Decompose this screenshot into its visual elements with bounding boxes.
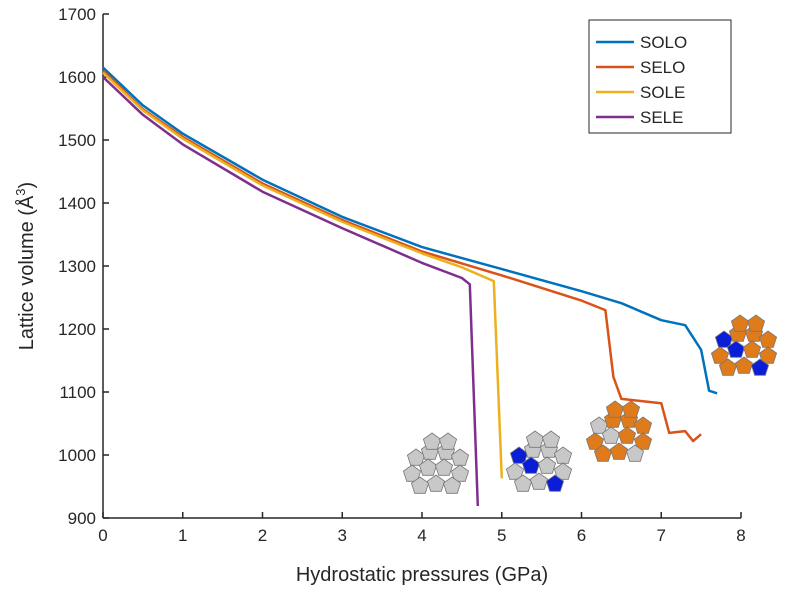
legend: SOLO SELO SOLE SELE bbox=[588, 19, 732, 134]
x-tick-label: 2 bbox=[258, 526, 267, 545]
orange-blue-cluster bbox=[710, 314, 778, 376]
cluster-face bbox=[442, 476, 462, 494]
x-tick-label: 6 bbox=[577, 526, 586, 545]
y-tick-label: 1500 bbox=[58, 131, 96, 150]
cluster-face bbox=[621, 400, 641, 418]
legend-label-sele: SELE bbox=[640, 108, 683, 127]
cluster-face bbox=[410, 476, 430, 494]
series-line-sele bbox=[102, 76, 480, 507]
cluster-face bbox=[402, 464, 422, 482]
cluster-face bbox=[537, 456, 557, 474]
y-tick-label: 1700 bbox=[58, 5, 96, 24]
axes: 0 1 2 3 4 5 6 7 8 900 1000 1100 1200 1300 1400 1500 1600… bbox=[58, 5, 746, 545]
cluster-face bbox=[609, 442, 629, 460]
y-axis-label: Lattice volume (Å3) bbox=[13, 182, 38, 350]
x-tick-label: 1 bbox=[178, 526, 187, 545]
cluster-face bbox=[426, 474, 446, 492]
cluster-face bbox=[545, 474, 565, 492]
cluster-face bbox=[422, 432, 442, 450]
series-line-selo bbox=[102, 69, 702, 443]
legend-label-sole: SOLE bbox=[640, 83, 685, 102]
cluster-face bbox=[438, 432, 458, 450]
cluster-face bbox=[450, 464, 470, 482]
x-axis-label: Hydrostatic pressures (GPa) bbox=[296, 564, 548, 586]
series-line-solo bbox=[102, 66, 718, 395]
cluster-face bbox=[617, 426, 637, 444]
cluster-face bbox=[605, 400, 625, 418]
cluster-face bbox=[718, 358, 738, 376]
series-lines bbox=[102, 66, 718, 507]
cluster-face bbox=[750, 358, 770, 376]
cluster-face bbox=[601, 426, 621, 444]
cluster-face bbox=[633, 432, 653, 450]
legend-box bbox=[588, 19, 732, 134]
grey-cluster bbox=[402, 432, 470, 494]
x-tick-label: 8 bbox=[736, 526, 745, 545]
x-tick-label: 4 bbox=[417, 526, 426, 545]
cluster-face bbox=[734, 356, 754, 374]
cluster-face bbox=[758, 346, 778, 364]
cluster-face bbox=[505, 462, 525, 480]
orange-grey-cluster bbox=[585, 400, 653, 462]
cluster-face bbox=[525, 430, 545, 448]
y-tick-label: 1400 bbox=[58, 194, 96, 213]
cluster-face bbox=[585, 432, 605, 450]
cluster-face bbox=[529, 472, 549, 490]
cluster-face bbox=[521, 456, 541, 474]
cluster-face bbox=[541, 430, 561, 448]
cluster-face bbox=[434, 458, 454, 476]
y-tick-label: 1000 bbox=[58, 446, 96, 465]
cluster-face bbox=[746, 314, 766, 332]
y-tick-label: 1100 bbox=[59, 383, 96, 402]
cluster-face bbox=[418, 458, 438, 476]
cluster-face bbox=[553, 462, 573, 480]
series-line-sole bbox=[102, 71, 504, 479]
legend-label-selo: SELO bbox=[640, 58, 685, 77]
y-tick-label: 900 bbox=[68, 509, 96, 528]
x-tick-label: 7 bbox=[657, 526, 666, 545]
cluster-face bbox=[730, 314, 750, 332]
y-tick-label: 1300 bbox=[58, 257, 96, 276]
x-tick-label: 5 bbox=[497, 526, 506, 545]
cluster-face bbox=[513, 474, 533, 492]
cluster-face bbox=[593, 444, 613, 462]
legend-label-solo: SOLO bbox=[640, 33, 687, 52]
y-tick-label: 1200 bbox=[58, 320, 96, 339]
x-tick-label: 0 bbox=[98, 526, 107, 545]
structure-insets bbox=[402, 314, 778, 494]
grey-blue-cluster bbox=[505, 430, 573, 492]
cluster-face bbox=[742, 340, 762, 358]
y-tick-label: 1600 bbox=[58, 68, 96, 87]
x-tick-label: 3 bbox=[338, 526, 347, 545]
cluster-face bbox=[726, 340, 746, 358]
cluster-face bbox=[625, 444, 645, 462]
cluster-face bbox=[710, 346, 730, 364]
